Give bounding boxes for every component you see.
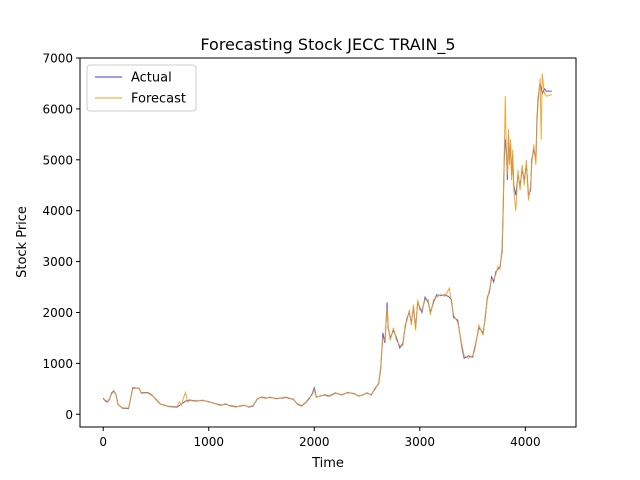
y-tick-label: 7000 <box>42 52 73 66</box>
x-tick-label: 0 <box>99 435 107 449</box>
legend: Actual Forecast <box>86 64 197 112</box>
x-axis: 0 1000 2000 3000 4000 <box>99 427 541 449</box>
series-layer <box>102 73 552 410</box>
axes-frame <box>79 57 577 428</box>
y-tick-label: 5000 <box>42 153 73 167</box>
y-tick-label: 4000 <box>42 204 73 218</box>
y-axis-label: Stock Price <box>15 206 30 278</box>
y-tick-label: 0 <box>65 408 73 422</box>
x-tick-label: 4000 <box>510 435 541 449</box>
y-tick-label: 1000 <box>42 357 73 371</box>
y-axis: 0 1000 2000 3000 4000 5000 6000 7000 <box>42 52 80 422</box>
x-axis-label: Time <box>311 456 344 471</box>
series-line-forecast <box>103 73 552 409</box>
chart-title: Forecasting Stock JECC TRAIN_5 <box>200 35 455 55</box>
legend-label-actual: Actual <box>131 71 172 86</box>
y-tick-label: 3000 <box>42 255 73 269</box>
x-tick-label: 1000 <box>193 435 224 449</box>
legend-label-forecast: Forecast <box>131 92 186 107</box>
y-tick-label: 2000 <box>42 306 73 320</box>
x-tick-label: 3000 <box>405 435 436 449</box>
y-tick-label: 6000 <box>42 102 73 116</box>
x-tick-label: 2000 <box>299 435 330 449</box>
